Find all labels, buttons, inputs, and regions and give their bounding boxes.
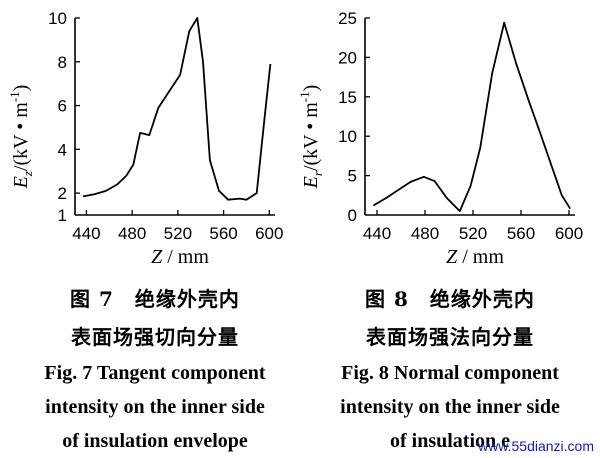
caption-en-line-3: of insulation e	[389, 430, 511, 452]
chart-1: 1 2 4 6 8 10 440 480 520 560 600 Z / mm Ez/(kV • m-1…	[7, 9, 283, 268]
x-tick-label: 480	[411, 224, 439, 243]
series-line	[82, 17, 272, 201]
x-tick-label: 440	[72, 224, 100, 243]
caption-en-line-1: Fig. 8 Normal component	[341, 362, 559, 384]
x-tick-label: 440	[363, 224, 391, 243]
series-line	[372, 21, 571, 213]
y-tick-label: 5	[348, 167, 357, 186]
y-tick-label: 20	[338, 48, 357, 67]
figure-8-caption: 图 8 绝缘外壳内 表面场强法向分量 Fig. 8 Normal compone…	[305, 280, 595, 458]
caption-cn-line-1: 图 8 绝缘外壳内	[365, 287, 535, 311]
x-tick-label: 520	[164, 224, 192, 243]
y-tick-label: 25	[338, 9, 357, 28]
x-tick-label: 560	[209, 224, 237, 243]
x-tick-label: 600	[555, 224, 583, 243]
y-tick-label: 6	[58, 97, 67, 116]
caption-cn-line-2: 表面场强法向分量	[366, 325, 534, 349]
y-tick-label: 15	[338, 88, 357, 107]
y-tick-label: 10	[48, 9, 67, 28]
x-tick-label: 520	[459, 224, 487, 243]
x-tick-label: 560	[507, 224, 535, 243]
caption-cn-line-1: 图 7 绝缘外壳内	[70, 287, 240, 311]
caption-cn-line-2: 表面场强切向分量	[71, 325, 239, 349]
y-axis-label: Er/(kV • m-1)	[297, 85, 325, 190]
caption-en-line-3: of insulation envelope	[62, 430, 248, 452]
x-axis-label: Z / mm	[446, 246, 504, 268]
y-tick-label: 2	[58, 184, 67, 203]
y-tick-label: 10	[338, 127, 357, 146]
y-axis-label: Ez/(kV • m-1)	[7, 85, 35, 190]
y-tick-label: 0	[348, 206, 357, 225]
y-tick-label: 4	[58, 140, 67, 159]
caption-en-line-1: Fig. 7 Tangent component	[44, 362, 266, 384]
caption-en-line-2: intensity on the inner side	[340, 396, 560, 418]
x-tick-label: 600	[255, 224, 283, 243]
x-tick-label: 480	[118, 224, 146, 243]
x-axis-label: Z / mm	[151, 246, 209, 268]
y-tick-label: 8	[58, 53, 67, 72]
figure-7-caption: 图 7 绝缘外壳内 表面场强切向分量 Fig. 7 Tangent compon…	[10, 280, 300, 458]
caption-en-line-2: intensity on the inner side	[45, 396, 265, 418]
watermark: www.55dianzi.com	[478, 438, 594, 454]
y-tick-label: 1	[58, 206, 67, 225]
chart-2: 0 5 10 15 20 25 440 480 520 560 600 Z / mm Er/(kV • …	[297, 9, 583, 268]
